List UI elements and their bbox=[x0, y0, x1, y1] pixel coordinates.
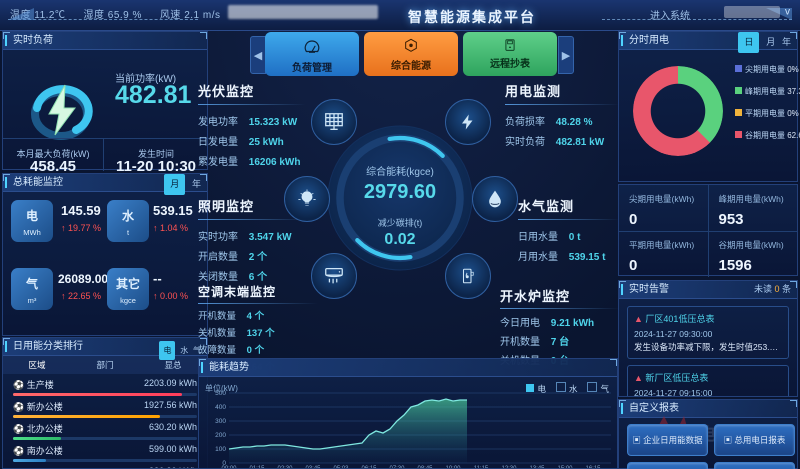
svg-text:500: 500 bbox=[215, 390, 226, 397]
svg-text:300: 300 bbox=[215, 418, 226, 425]
svg-text:200: 200 bbox=[215, 432, 226, 439]
svg-text:100: 100 bbox=[215, 446, 226, 453]
svg-text:400: 400 bbox=[215, 404, 226, 411]
